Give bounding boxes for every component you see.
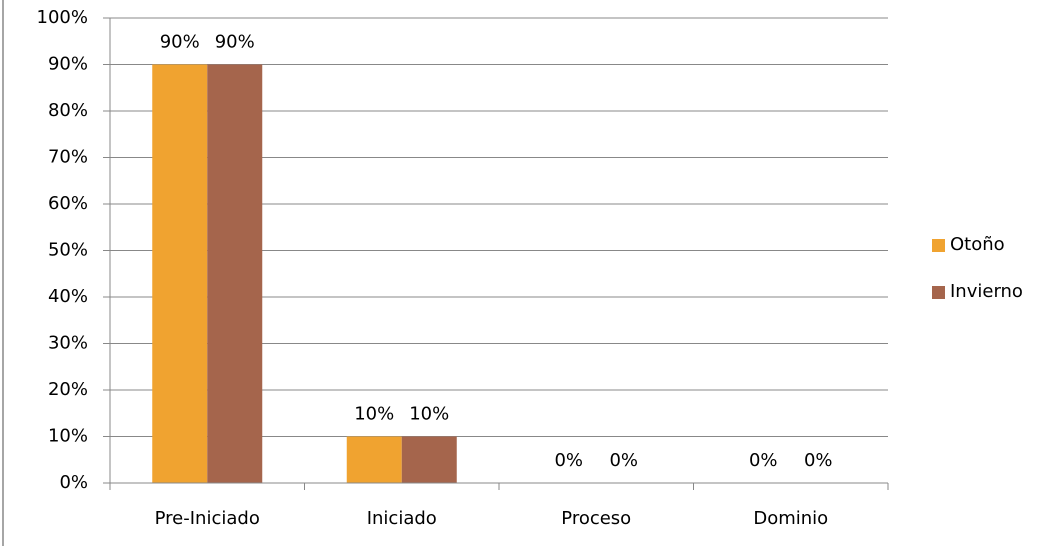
legend-label: Invierno — [950, 281, 1023, 302]
legend-swatch — [932, 239, 945, 252]
y-tick-label: 50% — [48, 240, 88, 261]
data-label: 0% — [609, 450, 638, 471]
x-tick-label: Proceso — [561, 508, 631, 529]
y-tick-label: 0% — [59, 472, 88, 493]
y-tick-label: 100% — [37, 7, 88, 28]
y-tick-label: 10% — [48, 426, 88, 447]
bar — [401, 436, 457, 483]
data-label: 0% — [749, 450, 778, 471]
bar — [152, 64, 208, 483]
data-label: 10% — [354, 404, 394, 425]
data-label: 90% — [160, 32, 200, 53]
data-label: 0% — [554, 450, 583, 471]
bar — [207, 64, 263, 483]
y-tick-label: 70% — [48, 147, 88, 168]
y-tick-label: 30% — [48, 333, 88, 354]
y-tick-label: 60% — [48, 193, 88, 214]
data-label: 0% — [804, 450, 833, 471]
y-tick-label: 40% — [48, 286, 88, 307]
data-label: 90% — [215, 32, 255, 53]
legend-swatch — [932, 286, 945, 299]
x-tick-label: Iniciado — [367, 508, 437, 529]
y-tick-label: 80% — [48, 100, 88, 121]
data-label: 10% — [409, 404, 449, 425]
y-tick-label: 90% — [48, 54, 88, 75]
legend-label: Otoño — [950, 234, 1005, 255]
x-tick-label: Dominio — [753, 508, 828, 529]
y-tick-label: 20% — [48, 379, 88, 400]
bar — [346, 436, 402, 483]
x-tick-label: Pre-Iniciado — [155, 508, 260, 529]
